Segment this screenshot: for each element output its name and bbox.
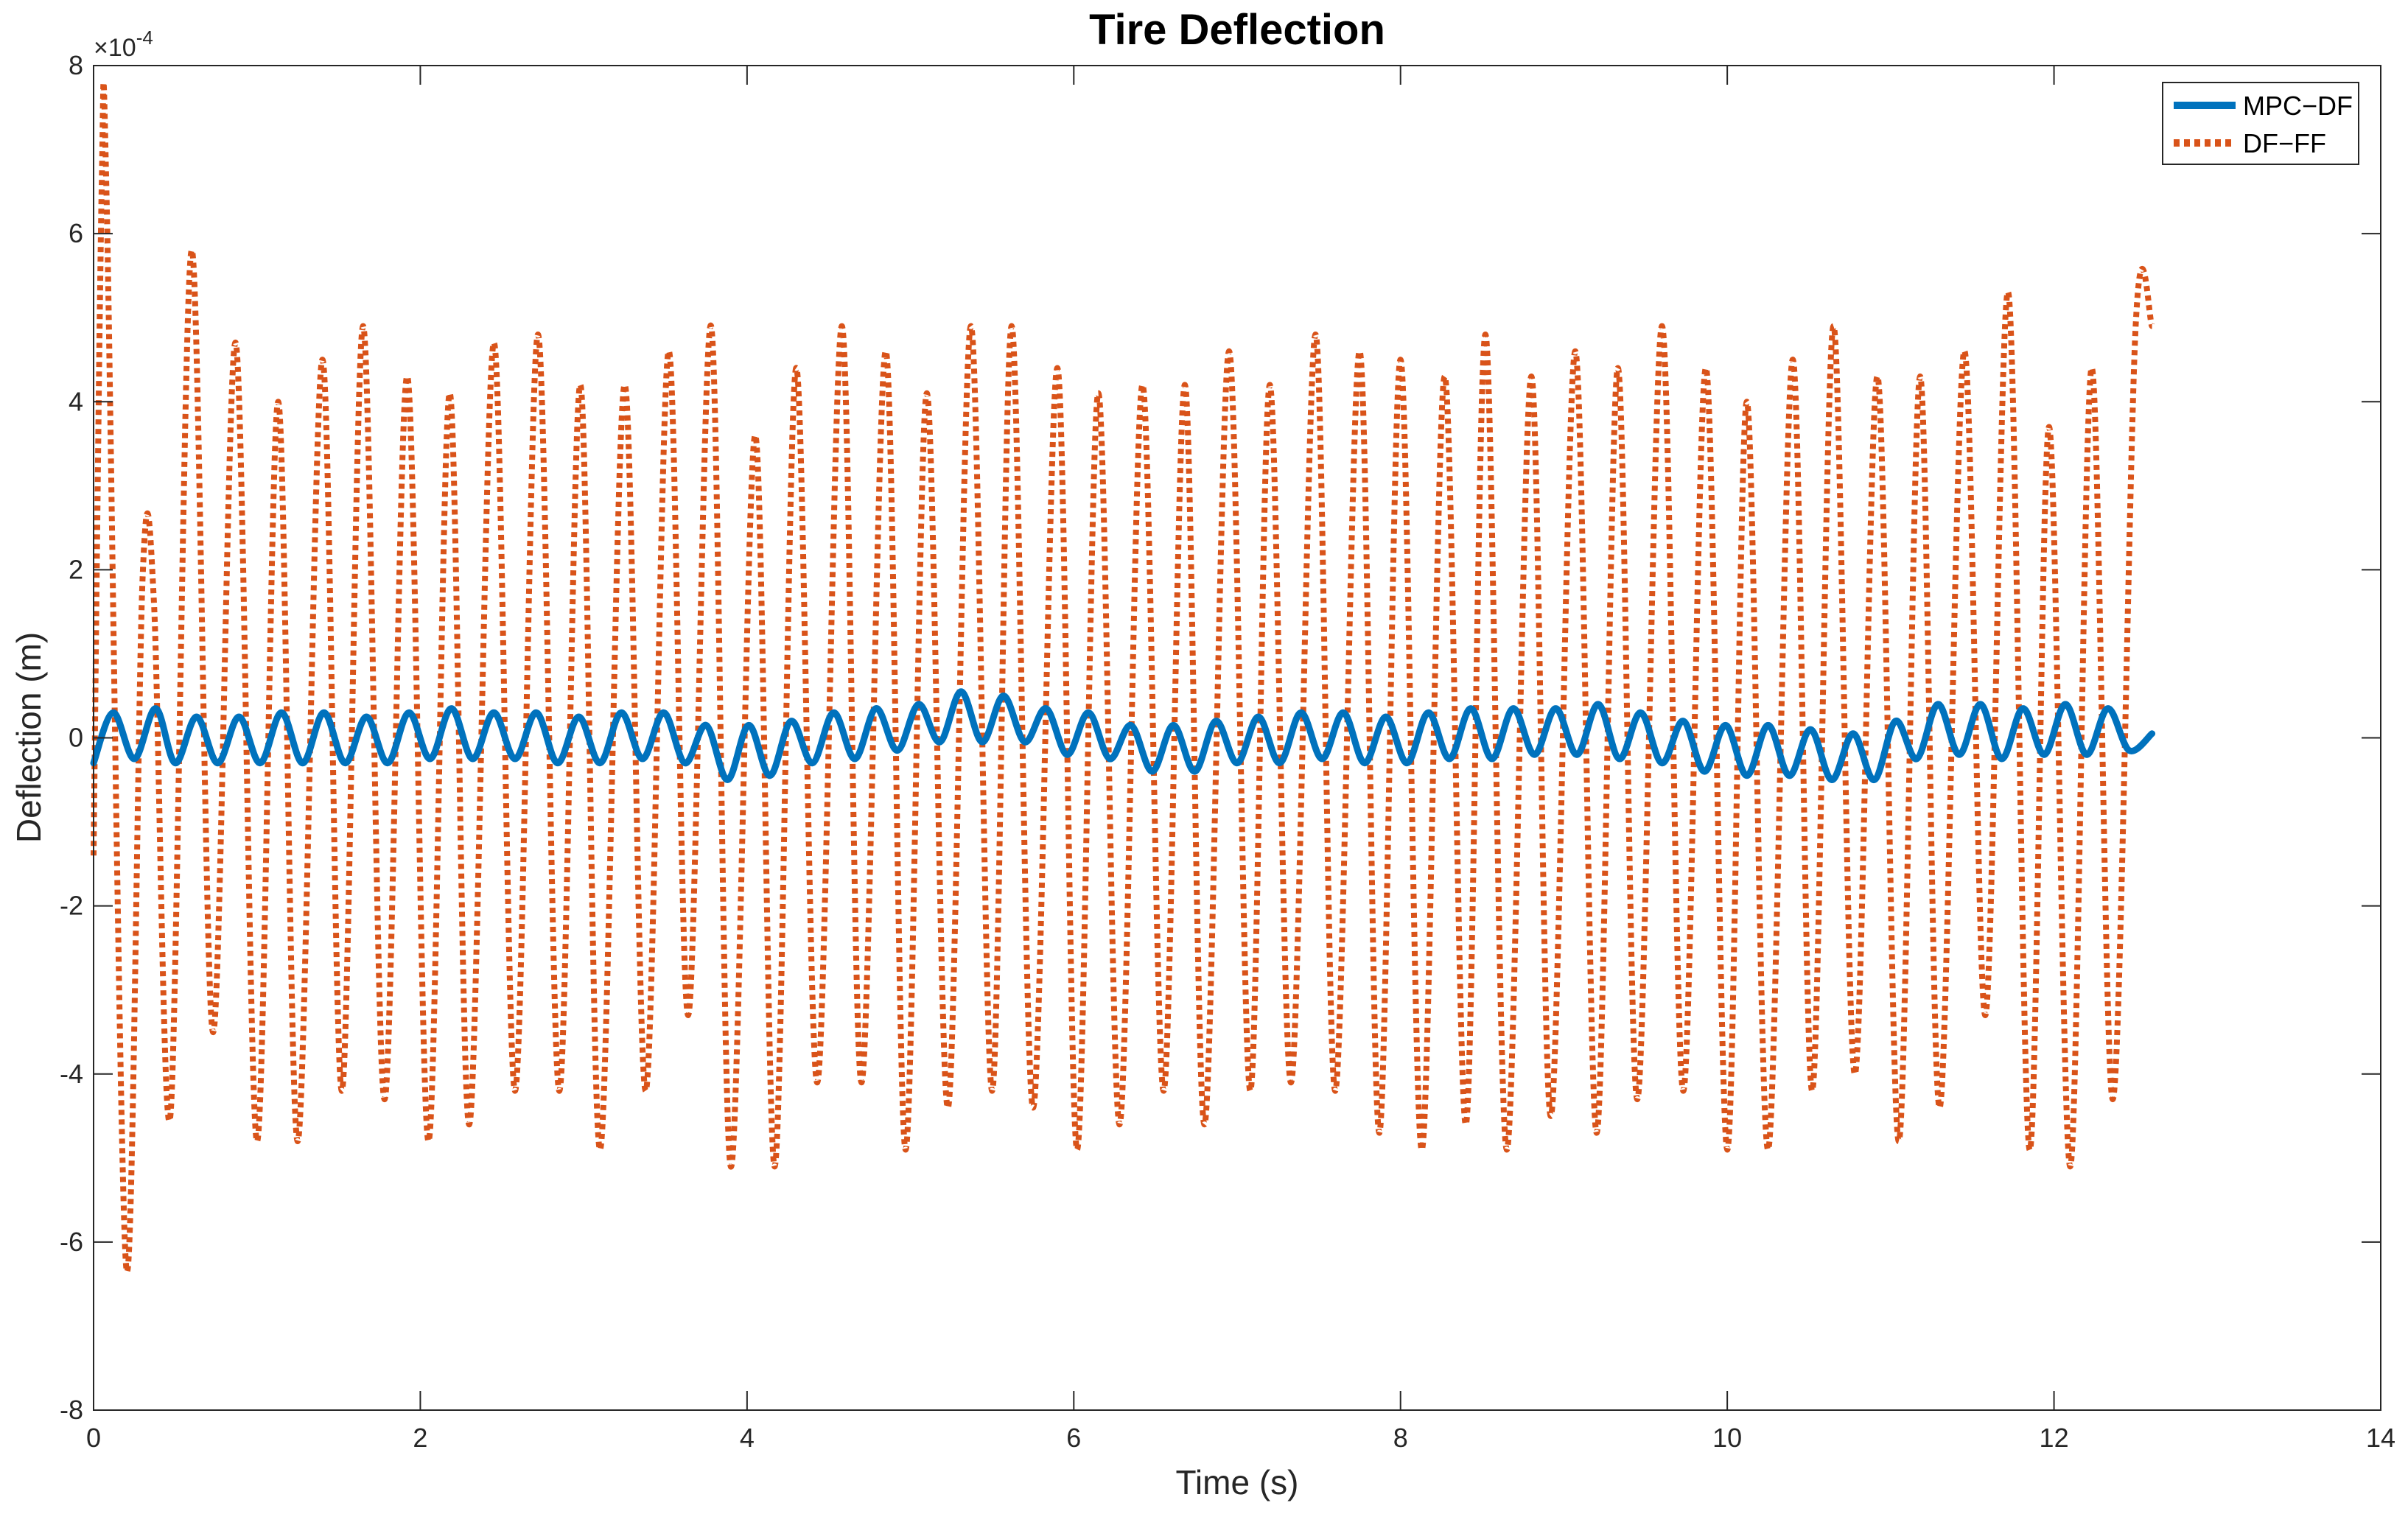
legend-label-mpc-df: MPC−DF: [2243, 91, 2353, 121]
x-tick-label: 10: [1712, 1423, 1742, 1453]
y-tick-label: 0: [69, 723, 83, 753]
x-tick-label: 14: [2366, 1423, 2395, 1453]
y-tick-label: 4: [69, 386, 83, 416]
y-tick-label: -2: [60, 891, 83, 921]
tick-layer: 0 2 4 6 8 10 12 14 -8 -6 -4 -2 0 2 4 6 8: [60, 50, 2395, 1453]
y-tick-label: 6: [69, 218, 83, 248]
y-exponent-base: ×10: [94, 34, 136, 62]
x-axis-label: Time (s): [1176, 1463, 1299, 1501]
y-exponent-power: -4: [136, 27, 153, 49]
y-axis-label: Deflection (m): [10, 632, 48, 843]
y-tick-label: -6: [60, 1227, 83, 1257]
legend: MPC−DF DF−FF: [2162, 82, 2359, 165]
y-tick-label: -8: [60, 1395, 83, 1425]
plot-area-background: [94, 66, 2381, 1410]
series-line-mpc-df: [90, 688, 2156, 783]
y-exponent-label: ×10-4: [94, 27, 153, 62]
x-tick-label: 8: [1393, 1423, 1408, 1453]
series-line-df-ff: [91, 80, 2155, 1275]
y-tick-label: 2: [69, 554, 83, 584]
legend-box: [2162, 82, 2359, 165]
x-tick-label: 12: [2040, 1423, 2069, 1453]
y-tick-label: -4: [60, 1059, 83, 1089]
legend-label-df-ff: DF−FF: [2243, 128, 2326, 158]
chart-title: Tire Deflection: [1089, 6, 1385, 54]
x-tick-label: 0: [86, 1423, 101, 1453]
x-tick-label: 6: [1066, 1423, 1081, 1453]
x-tick-label: 2: [413, 1423, 427, 1453]
series-layer: [90, 80, 2156, 1275]
x-tick-label: 4: [740, 1423, 755, 1453]
y-tick-label: 8: [69, 50, 83, 80]
